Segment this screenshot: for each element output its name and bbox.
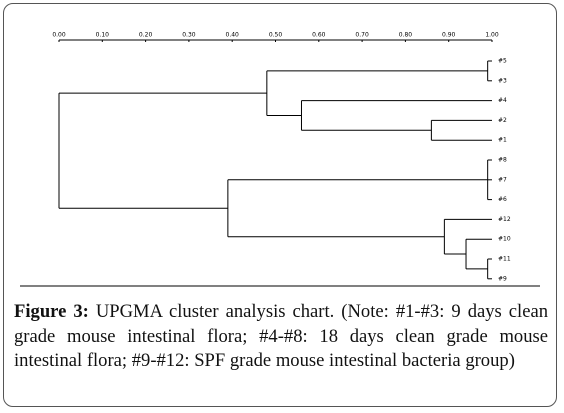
x-tick-label: 0.20	[139, 32, 153, 39]
x-tick-label: 0.70	[355, 32, 369, 39]
x-tick-label: 0.00	[52, 32, 66, 39]
leaf-label: #12	[498, 216, 511, 223]
chart: 0.00 0.10 0.20 0.30 0.40 0.50 0.60 0.70 0.80 0.90…	[20, 32, 540, 287]
x-tick-label: 0.30	[182, 32, 196, 39]
leaf-label: #7	[498, 176, 507, 183]
x-tick-label: 0.60	[312, 32, 326, 39]
leaf-label: #5	[498, 58, 507, 65]
leaf-label: #6	[498, 196, 507, 203]
leaf-label: #3	[498, 77, 507, 84]
leaf-label: #9	[498, 275, 507, 282]
x-tick-label: 0.50	[269, 32, 283, 39]
leaf-label: #1	[498, 137, 507, 144]
caption: Figure 3: UPGMA cluster analysis chart. …	[14, 300, 548, 374]
caption-label: Figure 3:	[14, 301, 89, 322]
leaf-label: #11	[498, 256, 511, 263]
x-tick-label: 0.40	[226, 32, 240, 39]
leaf-label: #2	[498, 117, 507, 124]
x-tick-label: 0.80	[399, 32, 413, 39]
leaf-label: #10	[498, 236, 511, 243]
leaf-label: #4	[498, 97, 507, 104]
leaf-label: #8	[498, 157, 507, 164]
figure-frame	[3, 3, 557, 407]
x-tick-label: 0.10	[96, 32, 110, 39]
x-tick-label: 0.90	[442, 32, 456, 39]
caption-text: UPGMA cluster analysis chart. (Note: #1-…	[14, 301, 549, 371]
x-tick-label: 1.00	[485, 32, 499, 39]
